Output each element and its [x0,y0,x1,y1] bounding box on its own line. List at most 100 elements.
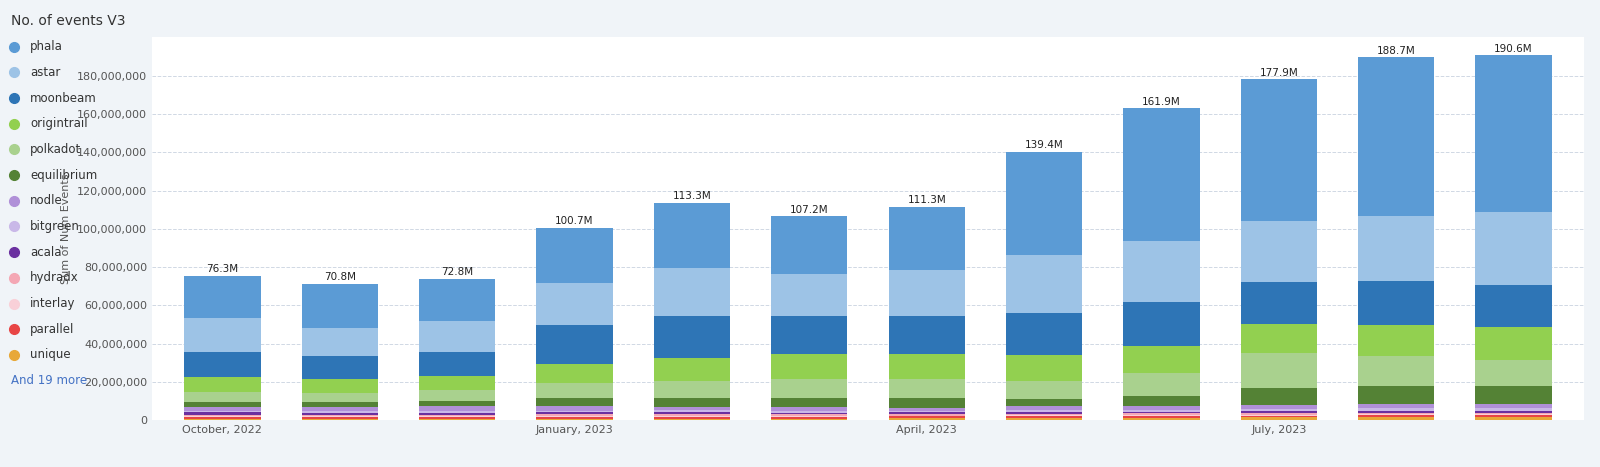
Bar [1123,410,1200,412]
Bar [1240,388,1317,405]
Bar [1123,416,1200,418]
Text: astar: astar [30,66,61,79]
Bar [1240,325,1317,353]
Bar [419,321,496,352]
Bar [1123,412,1200,413]
Bar [184,407,261,410]
Bar [1006,354,1082,382]
Bar [184,276,261,318]
Bar [536,417,613,419]
Bar [302,419,378,420]
Bar [302,407,378,411]
Bar [771,417,848,418]
Bar [654,268,730,316]
Bar [771,418,848,420]
Bar [1475,414,1552,415]
Text: moonbeam: moonbeam [30,92,96,105]
Bar [1006,152,1082,255]
Bar [888,414,965,416]
Bar [302,283,378,328]
Bar [536,283,613,325]
Bar [888,354,965,379]
Bar [888,398,965,408]
Bar [1475,285,1552,327]
Bar [184,419,261,420]
Bar [419,406,496,411]
Bar [888,379,965,398]
Bar [536,406,613,410]
Bar [1006,399,1082,406]
Bar [536,412,613,414]
Bar [771,316,848,354]
Bar [302,413,378,415]
Bar [654,406,730,410]
Bar [419,417,496,419]
Bar [1358,413,1434,414]
Bar [1475,360,1552,386]
Bar [654,316,730,358]
Bar [1475,55,1552,212]
Text: unique: unique [30,348,70,361]
Bar [302,402,378,407]
Bar [1240,417,1317,420]
Bar [1006,312,1082,354]
Bar [888,270,965,316]
Bar [419,279,496,321]
Bar [1123,413,1200,415]
Bar [184,415,261,416]
Bar [771,414,848,416]
Bar [302,411,378,413]
Text: interlay: interlay [30,297,75,310]
Bar [654,381,730,398]
Bar [1240,405,1317,409]
Bar [184,416,261,417]
Bar [1358,325,1434,356]
Text: 177.9M: 177.9M [1259,68,1298,78]
Bar [1123,302,1200,346]
Bar [1475,415,1552,417]
Bar [302,393,378,402]
Bar [771,379,848,398]
Bar [1240,416,1317,417]
Bar [888,416,965,417]
Bar [888,417,965,418]
Bar [1475,409,1552,411]
Bar [419,401,496,406]
Text: hydradx: hydradx [30,271,78,284]
Bar [419,419,496,420]
Bar [1006,255,1082,312]
Bar [536,325,613,364]
Bar [1358,356,1434,386]
Text: 107.2M: 107.2M [790,205,829,215]
Bar [1358,411,1434,413]
Bar [1240,282,1317,325]
Bar [1358,417,1434,420]
Text: acala: acala [30,246,61,259]
Bar [888,418,965,420]
Bar [419,411,496,413]
Bar [1123,418,1200,420]
Bar [771,411,848,413]
Bar [771,398,848,407]
Text: nodle: nodle [30,194,62,207]
Bar [1240,79,1317,221]
Bar [1358,216,1434,281]
Bar [1240,221,1317,282]
Bar [1358,57,1434,216]
Bar [184,352,261,377]
Bar [1006,416,1082,418]
Bar [184,402,261,407]
Bar [419,352,496,376]
Text: 188.7M: 188.7M [1378,46,1416,56]
Bar [654,358,730,381]
Text: 70.8M: 70.8M [323,272,355,282]
Text: bitgreen: bitgreen [30,220,80,233]
Text: 76.3M: 76.3M [206,264,238,274]
Bar [1358,409,1434,411]
Text: phala: phala [30,40,62,53]
Bar [1006,382,1082,399]
Bar [1475,327,1552,360]
Bar [1240,415,1317,416]
Bar [419,413,496,415]
Bar [419,416,496,417]
